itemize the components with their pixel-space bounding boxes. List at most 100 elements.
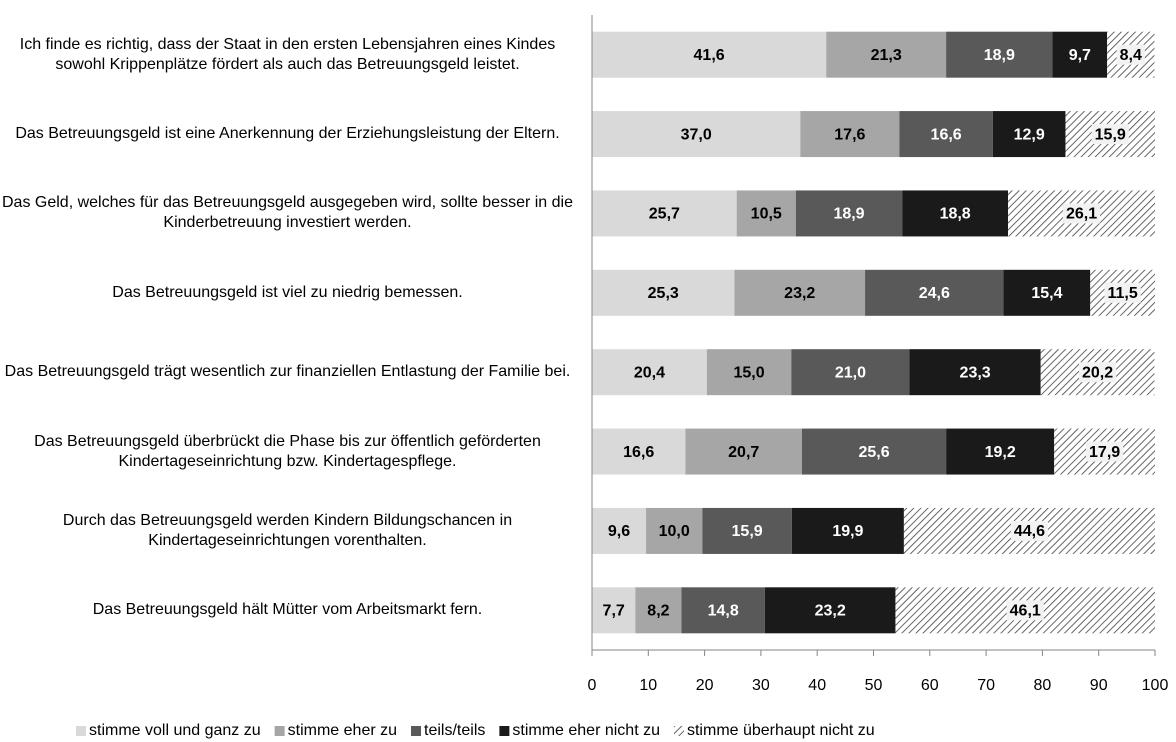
data-label: 44,6: [1014, 523, 1045, 540]
bar-segment: [800, 111, 900, 158]
x-tick-label: 0: [588, 677, 597, 694]
data-label: 19,2: [985, 444, 1016, 461]
data-label-bg: [1010, 520, 1049, 541]
legend-label: stimme eher nicht zu: [512, 722, 660, 739]
data-label: 11,5: [1107, 285, 1137, 302]
bar-segment: [992, 111, 1066, 158]
data-label: 15,9: [732, 523, 763, 540]
data-label: 21,3: [871, 47, 902, 64]
data-label: 20,7: [728, 444, 759, 461]
bar-segment: [946, 428, 1055, 475]
bar-segment: [592, 269, 735, 316]
data-label-bg: [1079, 362, 1117, 383]
bar-segment: [734, 269, 866, 316]
data-label: 15,0: [734, 364, 765, 381]
legend-swatch: [274, 726, 285, 736]
bar-segment: [706, 349, 792, 396]
bar-segment: [909, 349, 1041, 396]
bar-segment: [592, 587, 636, 634]
x-tick-label: 40: [808, 677, 826, 694]
legend-label: teils/teils: [424, 722, 485, 739]
data-label: 17,9: [1089, 444, 1120, 461]
data-label-bg: [1086, 441, 1124, 462]
bar-segment: [736, 190, 796, 237]
category-label: Das Betreuungsgeld überbrückt die Phase …: [34, 432, 541, 470]
data-label: 23,3: [960, 364, 991, 381]
legend-label: stimme eher zu: [288, 722, 397, 739]
category-label: Das Geld, welches für das Betreuungsgeld…: [2, 194, 573, 232]
bar-segment: [592, 349, 707, 396]
data-label: 21,0: [835, 364, 866, 381]
category-label: Das Betreuungsgeld trägt wesentlich zur …: [4, 363, 571, 381]
data-label: 9,6: [608, 523, 630, 540]
bar-segment: [685, 428, 802, 475]
data-label-bg: [1104, 282, 1141, 303]
data-label: 10,5: [751, 206, 782, 223]
data-label: 41,6: [694, 47, 725, 64]
data-label: 37,0: [681, 126, 712, 143]
x-tick-label: 20: [696, 677, 714, 694]
data-label: 12,9: [1014, 126, 1045, 143]
bar-segment: [1003, 269, 1091, 316]
category-label: Das Betreuungsgeld hält Mütter vom Arbei…: [92, 601, 483, 619]
data-label: 17,6: [834, 126, 865, 143]
legend-label: stimme voll und ganz zu: [89, 722, 261, 739]
bar-segment: [801, 428, 947, 475]
bar-segment: [946, 31, 1053, 78]
legend-swatch: [411, 726, 422, 736]
data-label: 8,4: [1120, 47, 1142, 64]
data-label: 25,3: [648, 285, 679, 302]
category-label: Das Betreuungsgeld ist viel zu niedrig b…: [112, 283, 463, 301]
data-label: 18,9: [984, 47, 1015, 64]
x-tick-label: 10: [639, 677, 657, 694]
bar-segment: [791, 349, 910, 396]
data-label: 23,2: [784, 285, 815, 302]
category-label: Durch das Betreuungsgeld werden Kindern …: [62, 511, 513, 549]
data-label: 16,6: [931, 126, 962, 143]
legend-label: stimme überhaupt nicht zu: [687, 722, 875, 739]
data-label-bg: [1006, 600, 1044, 621]
bar-segment: [791, 507, 904, 554]
data-label: 20,2: [1082, 364, 1113, 381]
x-tick-label: 50: [865, 677, 883, 694]
data-label: 9,7: [1069, 47, 1091, 64]
data-label-bg: [1062, 203, 1101, 224]
legend-swatch: [499, 726, 510, 736]
x-tick-label: 90: [1090, 677, 1108, 694]
bar-segment: [1052, 31, 1108, 78]
data-label: 15,4: [1031, 285, 1062, 302]
data-label-bg: [1091, 124, 1129, 145]
bar-segment: [865, 269, 1004, 316]
data-label: 23,2: [815, 603, 846, 620]
bar-segment: [592, 190, 737, 237]
x-tick-label: 60: [921, 677, 939, 694]
data-label: 24,6: [919, 285, 950, 302]
data-label: 10,0: [659, 523, 690, 540]
data-label: 19,9: [832, 523, 863, 540]
bar-segment: [826, 31, 947, 78]
data-label: 16,6: [623, 444, 654, 461]
data-label: 18,8: [940, 206, 971, 223]
data-label: 26,1: [1066, 206, 1097, 223]
data-label: 8,2: [647, 603, 669, 620]
bar-segment: [592, 31, 827, 78]
bar-segment: [902, 190, 1009, 237]
data-label: 20,4: [634, 364, 665, 381]
data-label: 18,9: [833, 206, 864, 223]
x-tick-label: 80: [1034, 677, 1052, 694]
bar-segment: [635, 587, 682, 634]
bar-segment: [795, 190, 903, 237]
bar-segment: [764, 587, 896, 634]
data-label: 46,1: [1010, 603, 1041, 620]
data-label: 15,9: [1095, 126, 1126, 143]
data-label: 14,8: [708, 603, 739, 620]
bar-segment: [592, 428, 686, 475]
bar-segment: [592, 111, 801, 158]
data-label-bg: [1116, 44, 1145, 65]
x-tick-label: 70: [977, 677, 995, 694]
bar-segment: [681, 587, 765, 634]
x-tick-label: 30: [752, 677, 770, 694]
bar-segment: [646, 507, 703, 554]
